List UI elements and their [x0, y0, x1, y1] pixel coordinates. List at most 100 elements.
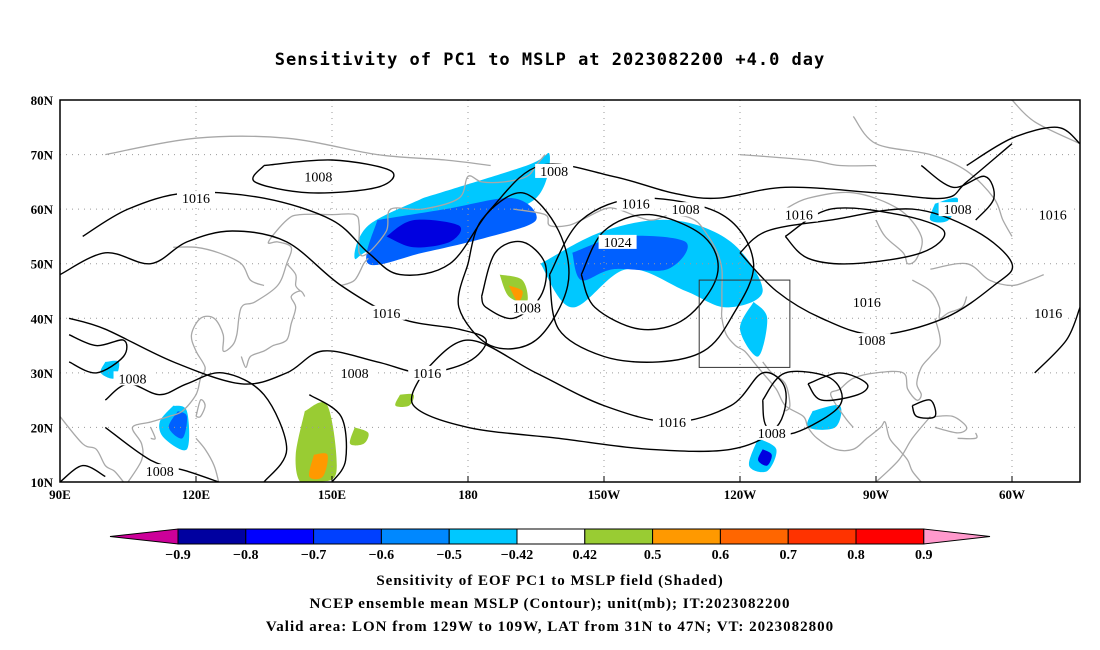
contour-label: 1008 [513, 301, 541, 316]
coastline [286, 263, 301, 292]
contour-label: 1016 [413, 367, 441, 382]
colorbar-tick: −0.5 [436, 548, 461, 563]
lat-label: 20N [31, 420, 54, 435]
shaded-region [508, 285, 523, 302]
colorbar-arrow-right [923, 528, 991, 545]
contour-label: 1008 [758, 427, 786, 442]
mslp-contour [739, 208, 1014, 336]
contour-label-bg [535, 163, 574, 178]
coastline [105, 135, 491, 167]
contour-label-bg [408, 365, 447, 380]
shaded-region [309, 453, 328, 480]
mslp-contour [68, 334, 128, 374]
colorbar-swatch [584, 528, 654, 545]
lon-label: 150W [588, 487, 621, 502]
contour-label-bg [367, 305, 406, 320]
colorbar-swatch [787, 528, 857, 545]
coastline [739, 153, 877, 167]
contour-label: 1008 [341, 367, 369, 382]
contour-label: 1016 [372, 307, 400, 322]
footer-line-2: NCEP ensemble mean MSLP (Contour); unit(… [309, 596, 791, 612]
shaded-region [758, 449, 772, 466]
coastline [762, 361, 791, 412]
colorbar-swatch [652, 528, 721, 545]
mslp-contour [252, 159, 395, 194]
colorbar-tick: 0.42 [573, 548, 598, 563]
colorbar-tick: 0.5 [644, 548, 662, 563]
contour-label: 1016 [622, 198, 650, 213]
mslp-contour [457, 192, 570, 350]
lon-label: 150E [318, 487, 346, 502]
contour-label-bg [598, 234, 637, 249]
colorbar-tick: −0.9 [165, 548, 190, 563]
shaded-region [168, 411, 188, 439]
footer-line-3: Valid area: LON from 129W to 109W, LAT f… [265, 619, 835, 635]
coastline [1011, 100, 1080, 145]
contour-label-bg [616, 196, 655, 211]
contour-label: 1008 [146, 465, 174, 480]
lon-label: 120W [724, 487, 757, 502]
lon-label: 90E [49, 487, 71, 502]
contour-label-bg [752, 425, 791, 440]
lat-label: 70N [31, 148, 54, 163]
contour-label: 1016 [1034, 307, 1062, 322]
shaded-region [395, 393, 414, 407]
lat-label: 60N [31, 202, 54, 217]
mslp-contour [807, 372, 869, 402]
latitude-labels: 80N 70N 60N 50N 40N 30N 20N 10N [31, 93, 54, 490]
lon-label: 180 [458, 487, 478, 502]
lon-label: 120E [182, 487, 210, 502]
coastline [127, 154, 546, 482]
contour-label-bg [938, 202, 977, 217]
contour-label: 1016 [853, 296, 881, 311]
mslp-contour [480, 240, 548, 320]
mslp-contour [911, 399, 937, 419]
colorbar-tick: 0.8 [847, 548, 865, 563]
contour-label: 1008 [540, 165, 568, 180]
mslp-contour [60, 230, 487, 385]
contour-label: 1008 [119, 372, 147, 387]
coastline [340, 257, 369, 287]
contour-label: 1016 [1039, 209, 1067, 224]
colorbar-tick: −0.7 [301, 548, 326, 563]
coastline [911, 279, 968, 320]
lat-label: 10N [31, 475, 54, 490]
colorbar-swatch [177, 528, 247, 545]
coastline [957, 432, 978, 440]
contour-label-layer: 1008 1016 1008 1016 1024 1008 1016 1008 1016 1008… [113, 163, 1072, 480]
contour-label-bg [299, 169, 338, 184]
contour-label-bg [1029, 305, 1068, 320]
coastline [173, 246, 265, 287]
coastline [513, 207, 922, 482]
lon-label: 90W [863, 487, 889, 502]
contour-label-bg [177, 191, 215, 206]
colorbar: −0.9 −0.8 −0.7 −0.6 −0.5 −0.42 0.42 0.5 0.6 0.7 0.… [109, 528, 991, 563]
colorbar-tick: −0.6 [369, 548, 394, 563]
coastline [930, 262, 1044, 287]
colorbar-swatch [516, 528, 586, 545]
footer-line-1: Sensitivity of EOF PC1 to MSLP field (Sh… [376, 573, 724, 589]
coastline [785, 191, 923, 265]
contour-label-bg [1033, 207, 1072, 222]
colorbar-tick: 0.6 [712, 548, 730, 563]
contour-label-bg [335, 365, 374, 380]
coastline [875, 416, 931, 482]
coastline [150, 427, 156, 440]
colorbar-tick: −0.8 [233, 548, 258, 563]
colorbar-swatch [245, 528, 315, 545]
lat-label: 40N [31, 311, 54, 326]
contour-label-bg [666, 202, 705, 217]
coastline [195, 437, 220, 482]
mslp-contour [410, 339, 787, 453]
contour-label-bg [653, 414, 691, 429]
colorbar-swatch [380, 528, 450, 545]
mslp-contour [784, 207, 946, 265]
mslp-contour [308, 394, 348, 482]
colorbar-swatch [855, 528, 925, 545]
colorbar-swatch [719, 528, 789, 545]
contour-label: 1016 [182, 192, 210, 207]
mslp-contour [548, 197, 755, 363]
contour-label-bg [507, 300, 546, 315]
contour-label: 1008 [672, 203, 700, 218]
